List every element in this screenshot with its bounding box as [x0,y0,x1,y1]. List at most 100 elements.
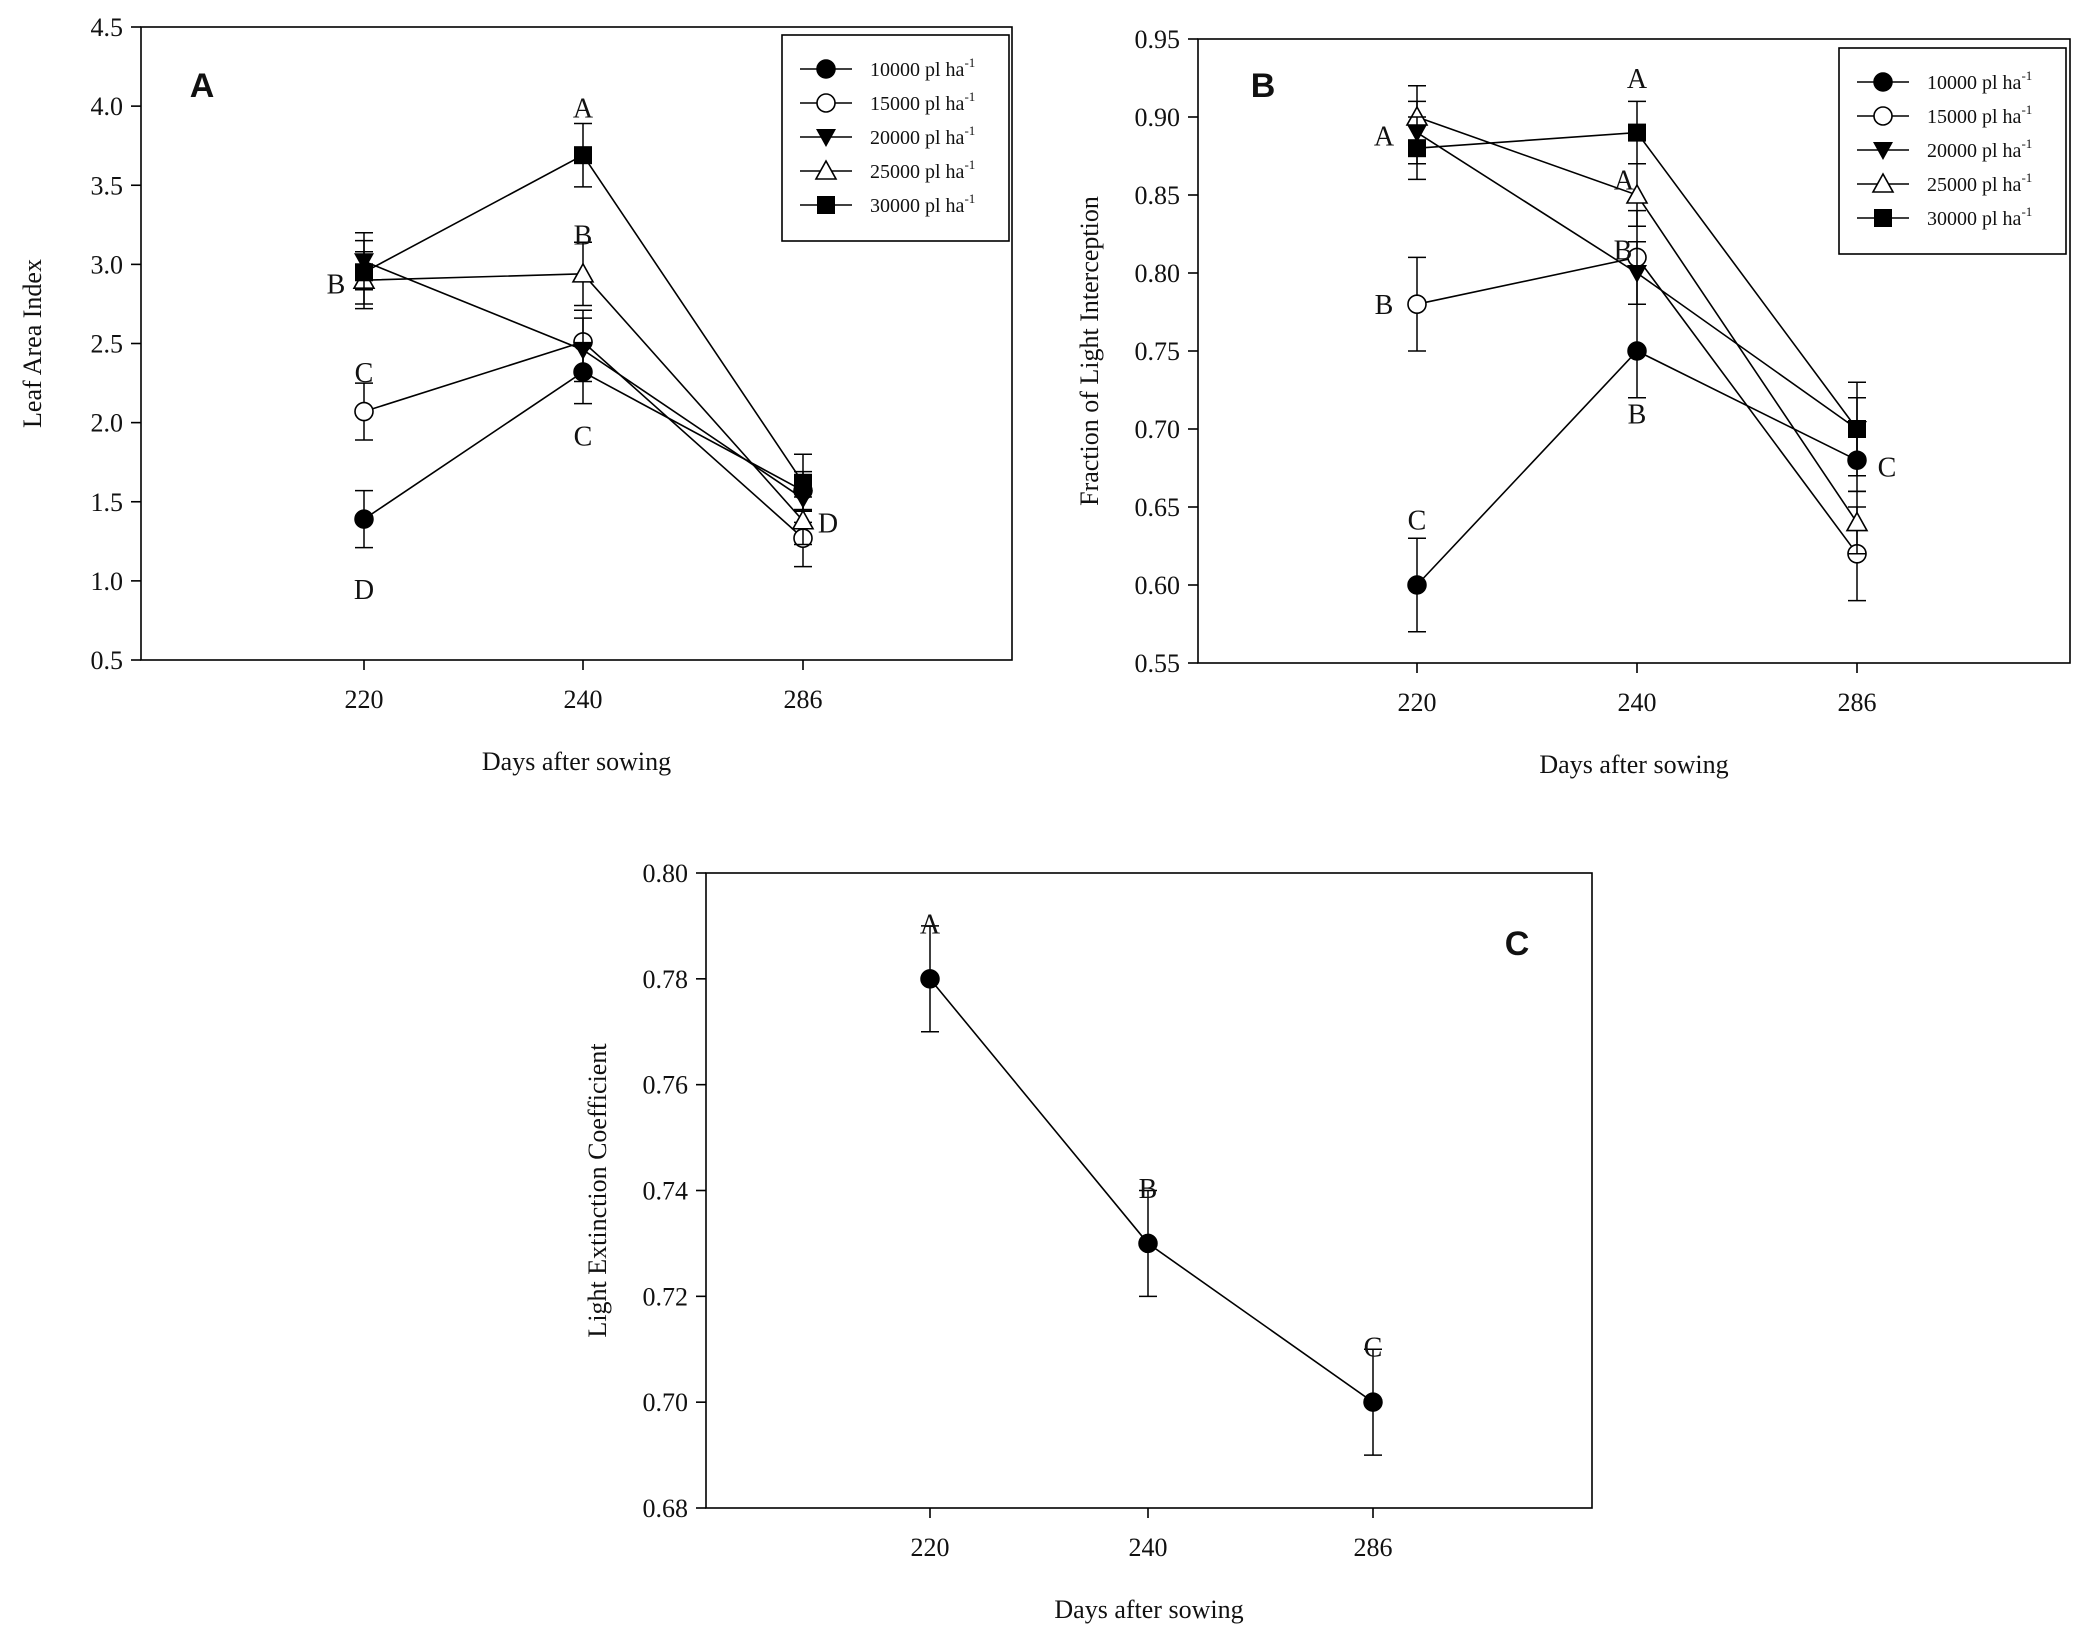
series-5 [1408,100,1866,477]
legend-item: 25000 pl ha-1 [1857,170,2032,196]
significance-letter: B [1139,1174,1158,1205]
legend-marker [814,159,838,180]
legend-label: 25000 pl ha-1 [1927,170,2032,196]
data-point [920,969,940,989]
data-point [354,509,374,529]
data-point [1845,510,1869,532]
data-point [1848,420,1866,438]
data-point [1627,341,1647,361]
significance-letter: A [1374,122,1395,153]
x-tick-label: 220 [1398,688,1437,717]
data-point [794,473,812,492]
y-tick-label: 0.68 [643,1494,689,1523]
data-point [574,146,592,165]
legend-marker [1874,209,1892,227]
panel-letter: B [1251,67,1276,105]
legend-item: 10000 pl ha-1 [1857,68,2032,94]
chart-panel-A: 0.5 1.0 1.5 2.0 2.5 3.0 3.5 4.0 4.5 220 240 286 Days… [18,13,1013,776]
legend-label-superscript: -1 [2021,204,2032,219]
y-tick-label: 2.5 [91,330,124,359]
legend-item: 10000 pl ha-1 [800,55,975,81]
chart-panel-C: 0.68 0.70 0.72 0.74 0.76 0.78 0.80 220 240 286 Day… [583,859,1593,1624]
legend-label-superscript: -1 [2021,68,2032,83]
y-tick-label: 1.0 [91,567,124,596]
data-point [1363,1392,1383,1412]
x-tick-label: 286 [1838,688,1877,717]
significance-letter: C [1364,1333,1383,1364]
legend-label-text: 15000 pl ha [1927,106,2022,128]
significance-letter: B [574,220,593,251]
legend-label: 10000 pl ha-1 [870,55,975,81]
series-5 [355,122,812,512]
data-point [1408,139,1426,158]
x-tick-label: 240 [1618,688,1657,717]
legend-label-superscript: -1 [2021,102,2032,117]
significance-letter: C [1408,505,1427,536]
significance-letter: B [1628,399,1647,430]
legend-item: 20000 pl ha-1 [800,123,975,149]
legend-label: 25000 pl ha-1 [870,157,975,183]
significance-letter: A [1627,64,1648,95]
legend-item: 15000 pl ha-1 [800,89,975,115]
y-tick-label: 0.60 [1135,571,1181,600]
legend-label-text: 10000 pl ha [1927,72,2022,94]
legend-marker [816,93,836,113]
legend-item: 30000 pl ha-1 [1857,204,2032,230]
significance-letter: C [1878,452,1897,483]
legend-label: 20000 pl ha-1 [870,123,975,149]
legend-label: 30000 pl ha-1 [1927,204,2032,230]
legend-label-text: 30000 pl ha [1927,208,2022,230]
legend-item: 30000 pl ha-1 [800,191,975,217]
legend-item: 20000 pl ha-1 [1857,136,2032,162]
y-tick-label: 0.5 [91,646,124,675]
data-point [1627,265,1647,283]
y-tick-label: 4.0 [91,92,124,121]
significance-letter: D [354,575,374,606]
significance-letter: C [574,421,593,452]
y-tick-label: 0.65 [1135,493,1181,522]
data-point [1138,1233,1158,1254]
y-tick-label: 0.70 [643,1388,689,1417]
y-tick-label: 1.5 [91,488,124,517]
y-tick-label: 0.55 [1135,649,1181,678]
data-point [354,401,374,422]
legend-label-superscript: -1 [2021,136,2032,151]
x-tick-label: 240 [564,685,603,714]
y-tick-label: 0.78 [643,965,689,994]
y-tick-label: 0.70 [1135,415,1181,444]
y-tick-label: 0.80 [1135,259,1181,288]
y-tick-label: 3.5 [91,171,124,200]
legend-marker [1873,72,1893,92]
y-tick-label: 2.0 [91,409,124,438]
series-1 [920,925,1383,1456]
legend-label: 20000 pl ha-1 [1927,136,2032,162]
y-tick-label: 0.80 [643,859,689,888]
y-tick-label: 3.0 [91,250,124,279]
data-point [1625,183,1649,204]
legend-label-superscript: -1 [964,157,975,172]
legend-item: 15000 pl ha-1 [1857,102,2032,128]
legend-item: 25000 pl ha-1 [800,157,975,183]
y-tick-label: 0.74 [643,1177,689,1206]
legend-label-text: 15000 pl ha [870,93,965,115]
legend-label: 15000 pl ha-1 [870,89,975,115]
data-point [571,262,595,283]
legend-label: 30000 pl ha-1 [870,191,975,217]
significance-letter: B [1375,290,1394,321]
legend-label-superscript: -1 [964,123,975,138]
legend-marker [816,59,836,79]
data-point [791,509,815,530]
series-3 [1407,100,1867,461]
y-axis-label: Leaf Area Index [18,259,47,428]
significance-letter: A [573,94,594,125]
legend-label-superscript: -1 [2021,170,2032,185]
legend-marker [816,129,836,147]
legend-marker [1873,142,1893,160]
legend-marker [1873,106,1893,126]
x-tick-label: 220 [345,685,384,714]
data-point [355,263,373,282]
x-tick-label: 286 [784,685,823,714]
